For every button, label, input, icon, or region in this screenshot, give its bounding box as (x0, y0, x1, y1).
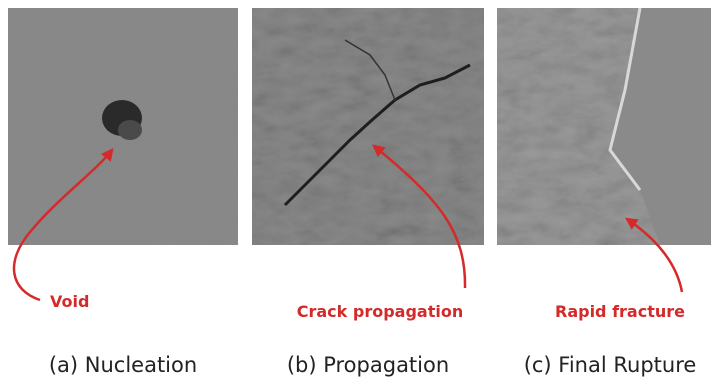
caption: (b) Propagation (287, 353, 449, 377)
annotation: Crack propagation (297, 302, 463, 321)
panel-a-image (8, 8, 238, 245)
panel-b-image (252, 8, 484, 245)
panel-c-image (497, 8, 711, 245)
figure: Void Crack propagation Rapid fracture (a… (0, 0, 715, 386)
annotation: Void (50, 292, 89, 311)
annotation: Rapid fracture (555, 302, 685, 321)
caption: (c) Final Rupture (524, 353, 697, 377)
caption: (a) Nucleation (49, 353, 197, 377)
